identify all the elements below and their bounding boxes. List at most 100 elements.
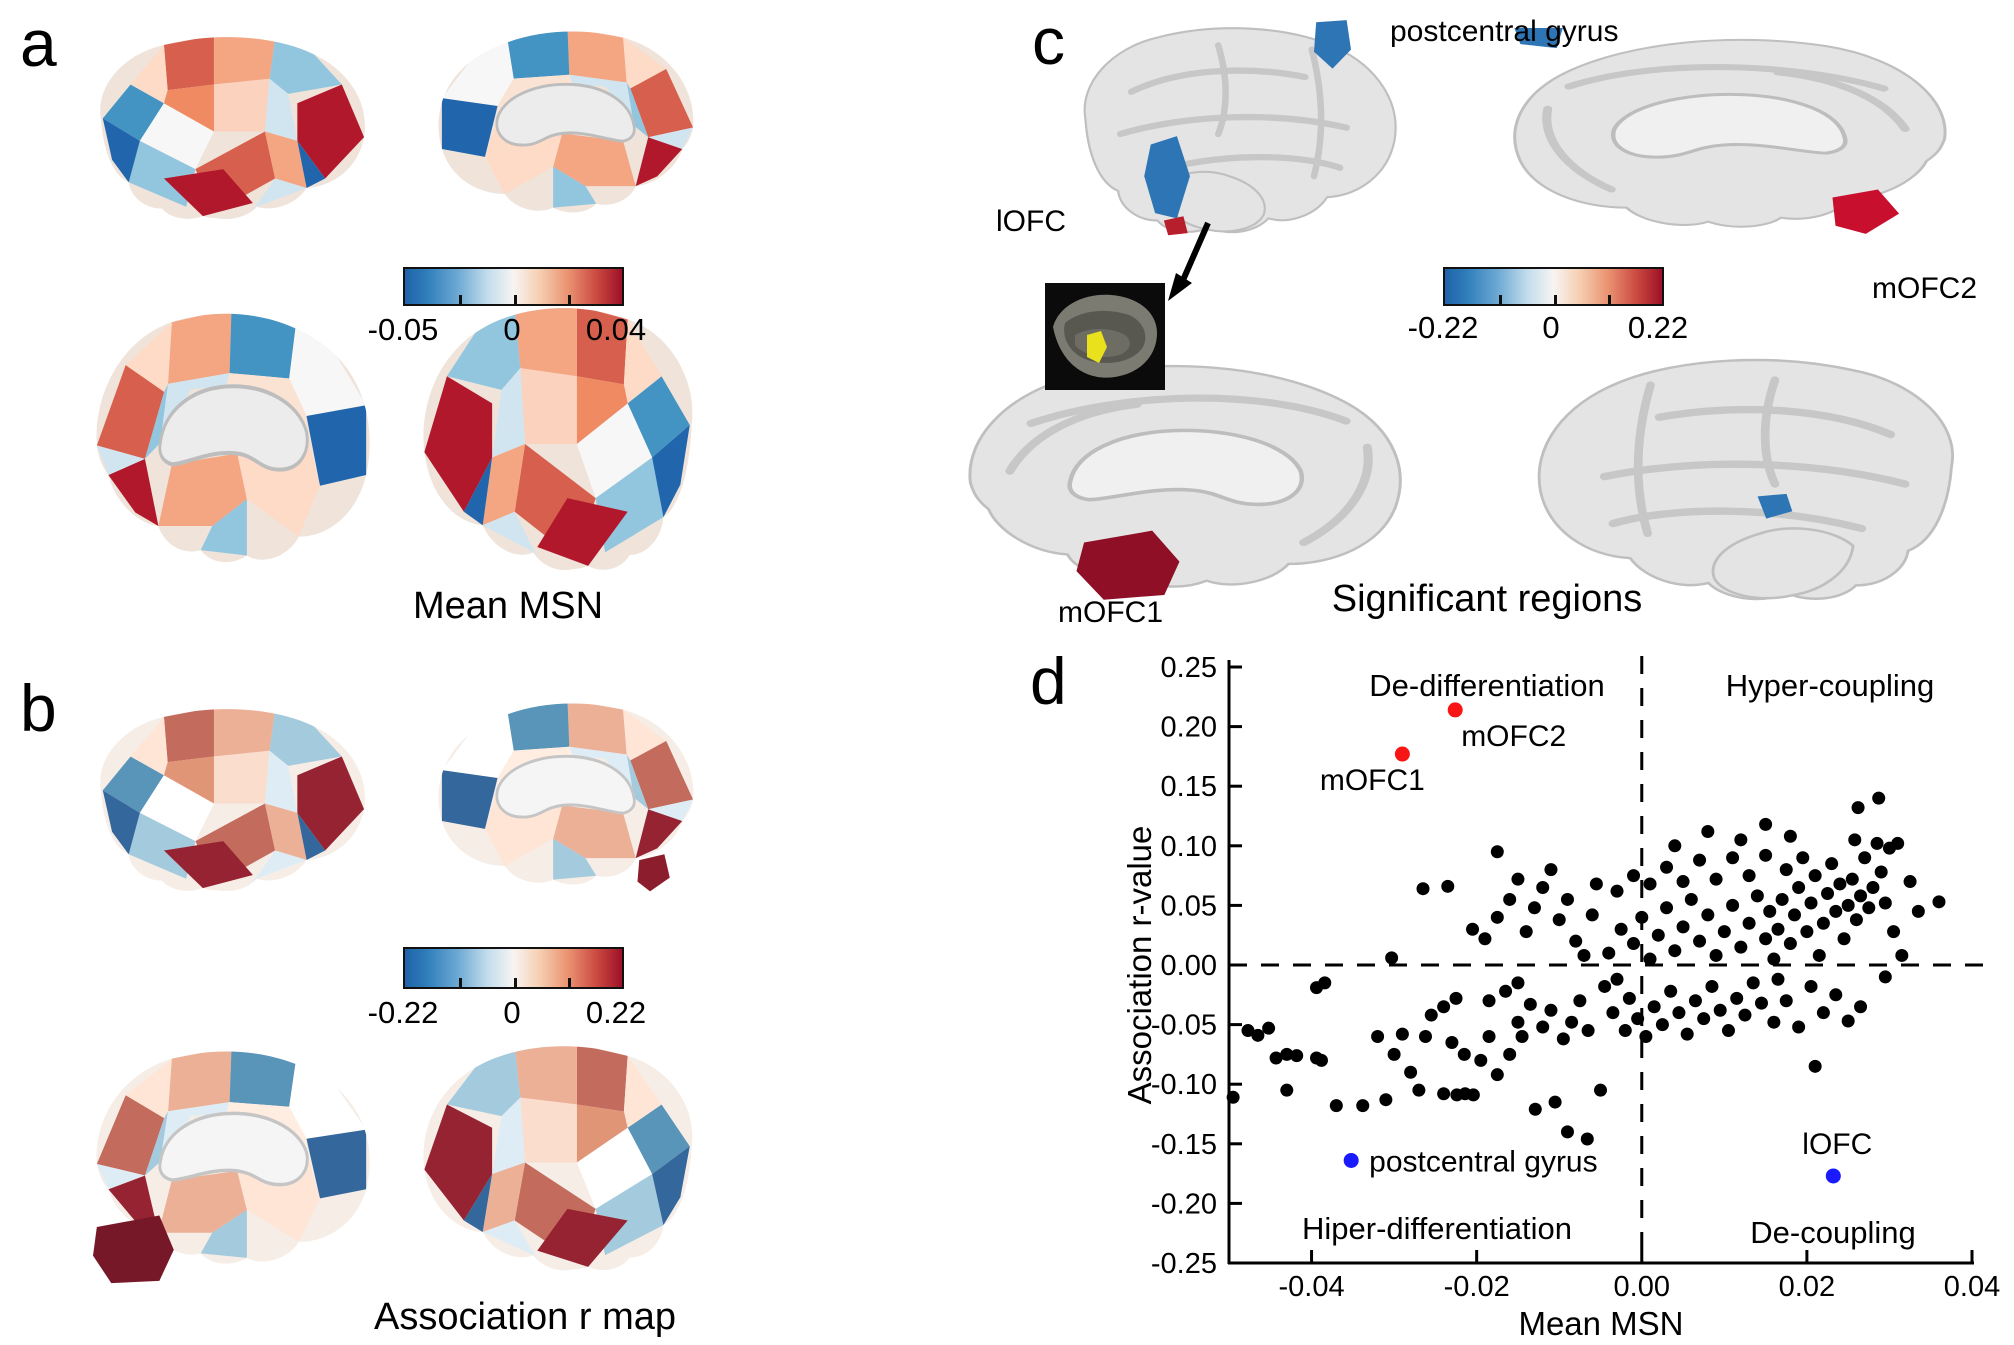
panel-c-caption: Significant regions [1331, 578, 1643, 620]
panel-b-letter: b [20, 671, 57, 745]
x-tick-label: -0.02 [1444, 1271, 1510, 1303]
scatter-point [1577, 948, 1591, 962]
panel-c-letter: c [1032, 4, 1065, 78]
scatter-point [1701, 824, 1715, 838]
panel-a-caption: Mean MSN [412, 585, 604, 627]
scatter-point [1651, 928, 1665, 942]
region-patch-darkred [93, 1215, 174, 1284]
brain-a-lateral-right [398, 295, 718, 593]
lofc-inset-arrow [1168, 221, 1211, 301]
scatter-point [1511, 872, 1525, 886]
scatter-point [1450, 1088, 1464, 1102]
scatter-point [1763, 904, 1777, 918]
scatter-point [1544, 1003, 1558, 1017]
scatter-point [1395, 1027, 1409, 1041]
scatter-point [1870, 836, 1884, 850]
scatter-point [1734, 833, 1748, 847]
brain-c-lateral-right [1500, 348, 1992, 620]
scatter-point [1767, 1015, 1781, 1029]
label-lofc: lOFC [996, 205, 1066, 238]
scatter-point [1738, 1008, 1752, 1022]
brain-c-medial-right [1475, 28, 1990, 234]
scatter-point [1371, 1030, 1385, 1044]
colorbar-b-zero: 0 [503, 995, 521, 1030]
scatter-point [1424, 1008, 1438, 1022]
quadrant-label-bottom-right: De-coupling [1750, 1215, 1916, 1250]
scatter-point [1932, 895, 1946, 909]
colorbar-a-zero: 0 [503, 312, 521, 347]
scatter-point [1680, 1027, 1694, 1041]
scatter-point [1878, 970, 1892, 984]
colorbar-b-tick [459, 978, 463, 987]
scatter-point [1437, 1087, 1451, 1101]
scatter-point [1697, 1012, 1711, 1026]
scatter-point [1837, 932, 1851, 946]
scatter-point [1825, 857, 1839, 871]
brain-b-lateral-left [75, 700, 390, 907]
scatter-point [1585, 908, 1599, 922]
scatter-point [1412, 1083, 1426, 1097]
scatter-point [1310, 1051, 1324, 1065]
scatter-point [1490, 845, 1504, 859]
scatter-point [1614, 922, 1628, 936]
scatter-point [1523, 997, 1537, 1011]
scatter-point [1821, 886, 1835, 900]
colorbar-b-tick [567, 978, 571, 987]
scatter-point [1618, 1024, 1632, 1038]
brain-b-medial-left [93, 1038, 395, 1284]
scatter-point [1808, 1059, 1822, 1073]
colorbar-c-min: -0.22 [1407, 310, 1479, 345]
scatter-point [1858, 851, 1872, 865]
scatter-point [1800, 925, 1814, 939]
scatter-point [1754, 996, 1768, 1010]
y-tick-label: 0.20 [1161, 712, 1217, 744]
scatter-point-label: mOFC2 [1461, 720, 1566, 753]
scatter-point [1717, 925, 1731, 939]
scatter-point [1771, 972, 1785, 986]
scatter-point-label: lOFC [1802, 1128, 1872, 1161]
scatter-point [1556, 1032, 1570, 1046]
panel-d-letter: d [1030, 644, 1067, 718]
scatter-point [1849, 913, 1863, 927]
scatter-point [1447, 702, 1463, 718]
scatter-point [1655, 1018, 1669, 1032]
scatter-point [1445, 1035, 1459, 1049]
scatter-point [1903, 875, 1917, 889]
scatter-point [1548, 1095, 1562, 1109]
colorbar-b-max: 0.22 [585, 995, 647, 1030]
scatter-point [1816, 1006, 1830, 1020]
scatter-point [1668, 944, 1682, 958]
scatter-point [1458, 1087, 1472, 1101]
scatter-point [1490, 1068, 1504, 1082]
colorbar-c-tick [1607, 295, 1611, 304]
colorbar-b [403, 947, 624, 989]
y-tick-label: 0.10 [1161, 831, 1217, 863]
scatter-point [1816, 916, 1830, 930]
colorbar-a-tick [459, 295, 463, 304]
y-tick-label: -0.05 [1151, 1010, 1217, 1042]
scatter-point [1891, 836, 1905, 850]
scatter-point [1511, 976, 1525, 990]
scatter-point [1851, 801, 1865, 815]
scatter-point [1783, 937, 1797, 951]
scatter-point [1895, 948, 1909, 962]
brain-b-lateral-right [398, 1035, 718, 1290]
x-tick-label: 0.04 [1944, 1271, 2000, 1303]
colorbar-a-max: 0.04 [585, 312, 647, 347]
scatter-point [1825, 1168, 1841, 1184]
label-postcentral-gyrus: postcentral gyrus [1390, 15, 1619, 48]
scatter-point [1449, 991, 1463, 1005]
scatter-point [1668, 839, 1682, 853]
scatter-point [1792, 881, 1806, 895]
scatter-point [1848, 833, 1862, 847]
lofc-inset-image [1045, 283, 1165, 390]
scatter-point [1660, 901, 1674, 915]
scatter-point [1767, 952, 1781, 966]
scatter-point [1627, 937, 1641, 951]
scatter-point [1845, 872, 1859, 886]
scatter-point [1635, 910, 1649, 924]
scatter-point [1552, 913, 1566, 927]
region-mofc2-patch [1832, 189, 1900, 234]
scatter-point [1660, 860, 1674, 874]
scatter-point [1911, 904, 1925, 918]
